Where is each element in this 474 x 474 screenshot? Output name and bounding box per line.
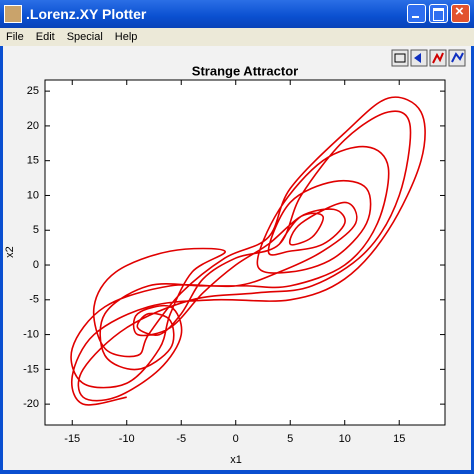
menu-item[interactable]: Special — [66, 31, 103, 43]
icon — [432, 52, 444, 64]
title-bar: .Lorenz.XY Plotter × — [0, 0, 474, 28]
toolbar — [391, 49, 466, 67]
y-tick-label: 5 — [33, 224, 39, 236]
plot-area — [45, 80, 445, 425]
x-tick-label: -15 — [64, 433, 80, 445]
y-tick-label: -10 — [23, 328, 39, 340]
icon — [394, 53, 406, 63]
window-border — [471, 46, 474, 474]
menu-item[interactable]: File — [6, 31, 24, 43]
icon — [451, 52, 464, 63]
window-border — [0, 470, 474, 474]
x-tick-label: 0 — [233, 433, 239, 445]
axes-box — [44, 79, 446, 426]
minimize-button[interactable] — [407, 4, 426, 23]
icon — [414, 53, 421, 63]
y-tick-label: -15 — [23, 363, 39, 375]
x-tick-label: -5 — [176, 433, 186, 445]
app-icon — [4, 5, 22, 23]
x-tick-label: 10 — [339, 433, 351, 445]
y-tick-label: 15 — [27, 155, 39, 167]
chart-title: Strange Attractor — [192, 63, 298, 78]
toolbar-button[interactable] — [391, 49, 409, 67]
data-line — [70, 96, 426, 406]
y-tick-label: 10 — [27, 189, 39, 201]
x-tick-label: 15 — [393, 433, 405, 445]
y-tick-label: -5 — [29, 294, 39, 306]
x-axis-label: x1 — [230, 454, 242, 466]
y-tick-label: 20 — [27, 120, 39, 132]
menu-item[interactable]: Edit — [35, 31, 55, 43]
x-tick-label: -10 — [119, 433, 135, 445]
menu-bar: File Edit Special Help — [0, 28, 474, 46]
window-title: .Lorenz.XY Plotter — [26, 6, 147, 22]
menu-item[interactable]: Help — [114, 31, 138, 43]
close-button[interactable]: × — [451, 3, 470, 23]
y-tick-label: 0 — [33, 259, 39, 271]
y-tick-label: -20 — [23, 398, 39, 410]
x-tick-label: 5 — [287, 433, 293, 445]
toolbar-button[interactable] — [448, 49, 466, 67]
y-axis-label: x2 — [4, 246, 16, 258]
y-tick-label: 25 — [27, 85, 39, 97]
window-border — [0, 46, 3, 474]
maximize-button[interactable] — [429, 4, 448, 23]
figure: Strange Attractor x1 x2 -15 -10 -5 0 5 10 15 -2… — [0, 46, 474, 474]
